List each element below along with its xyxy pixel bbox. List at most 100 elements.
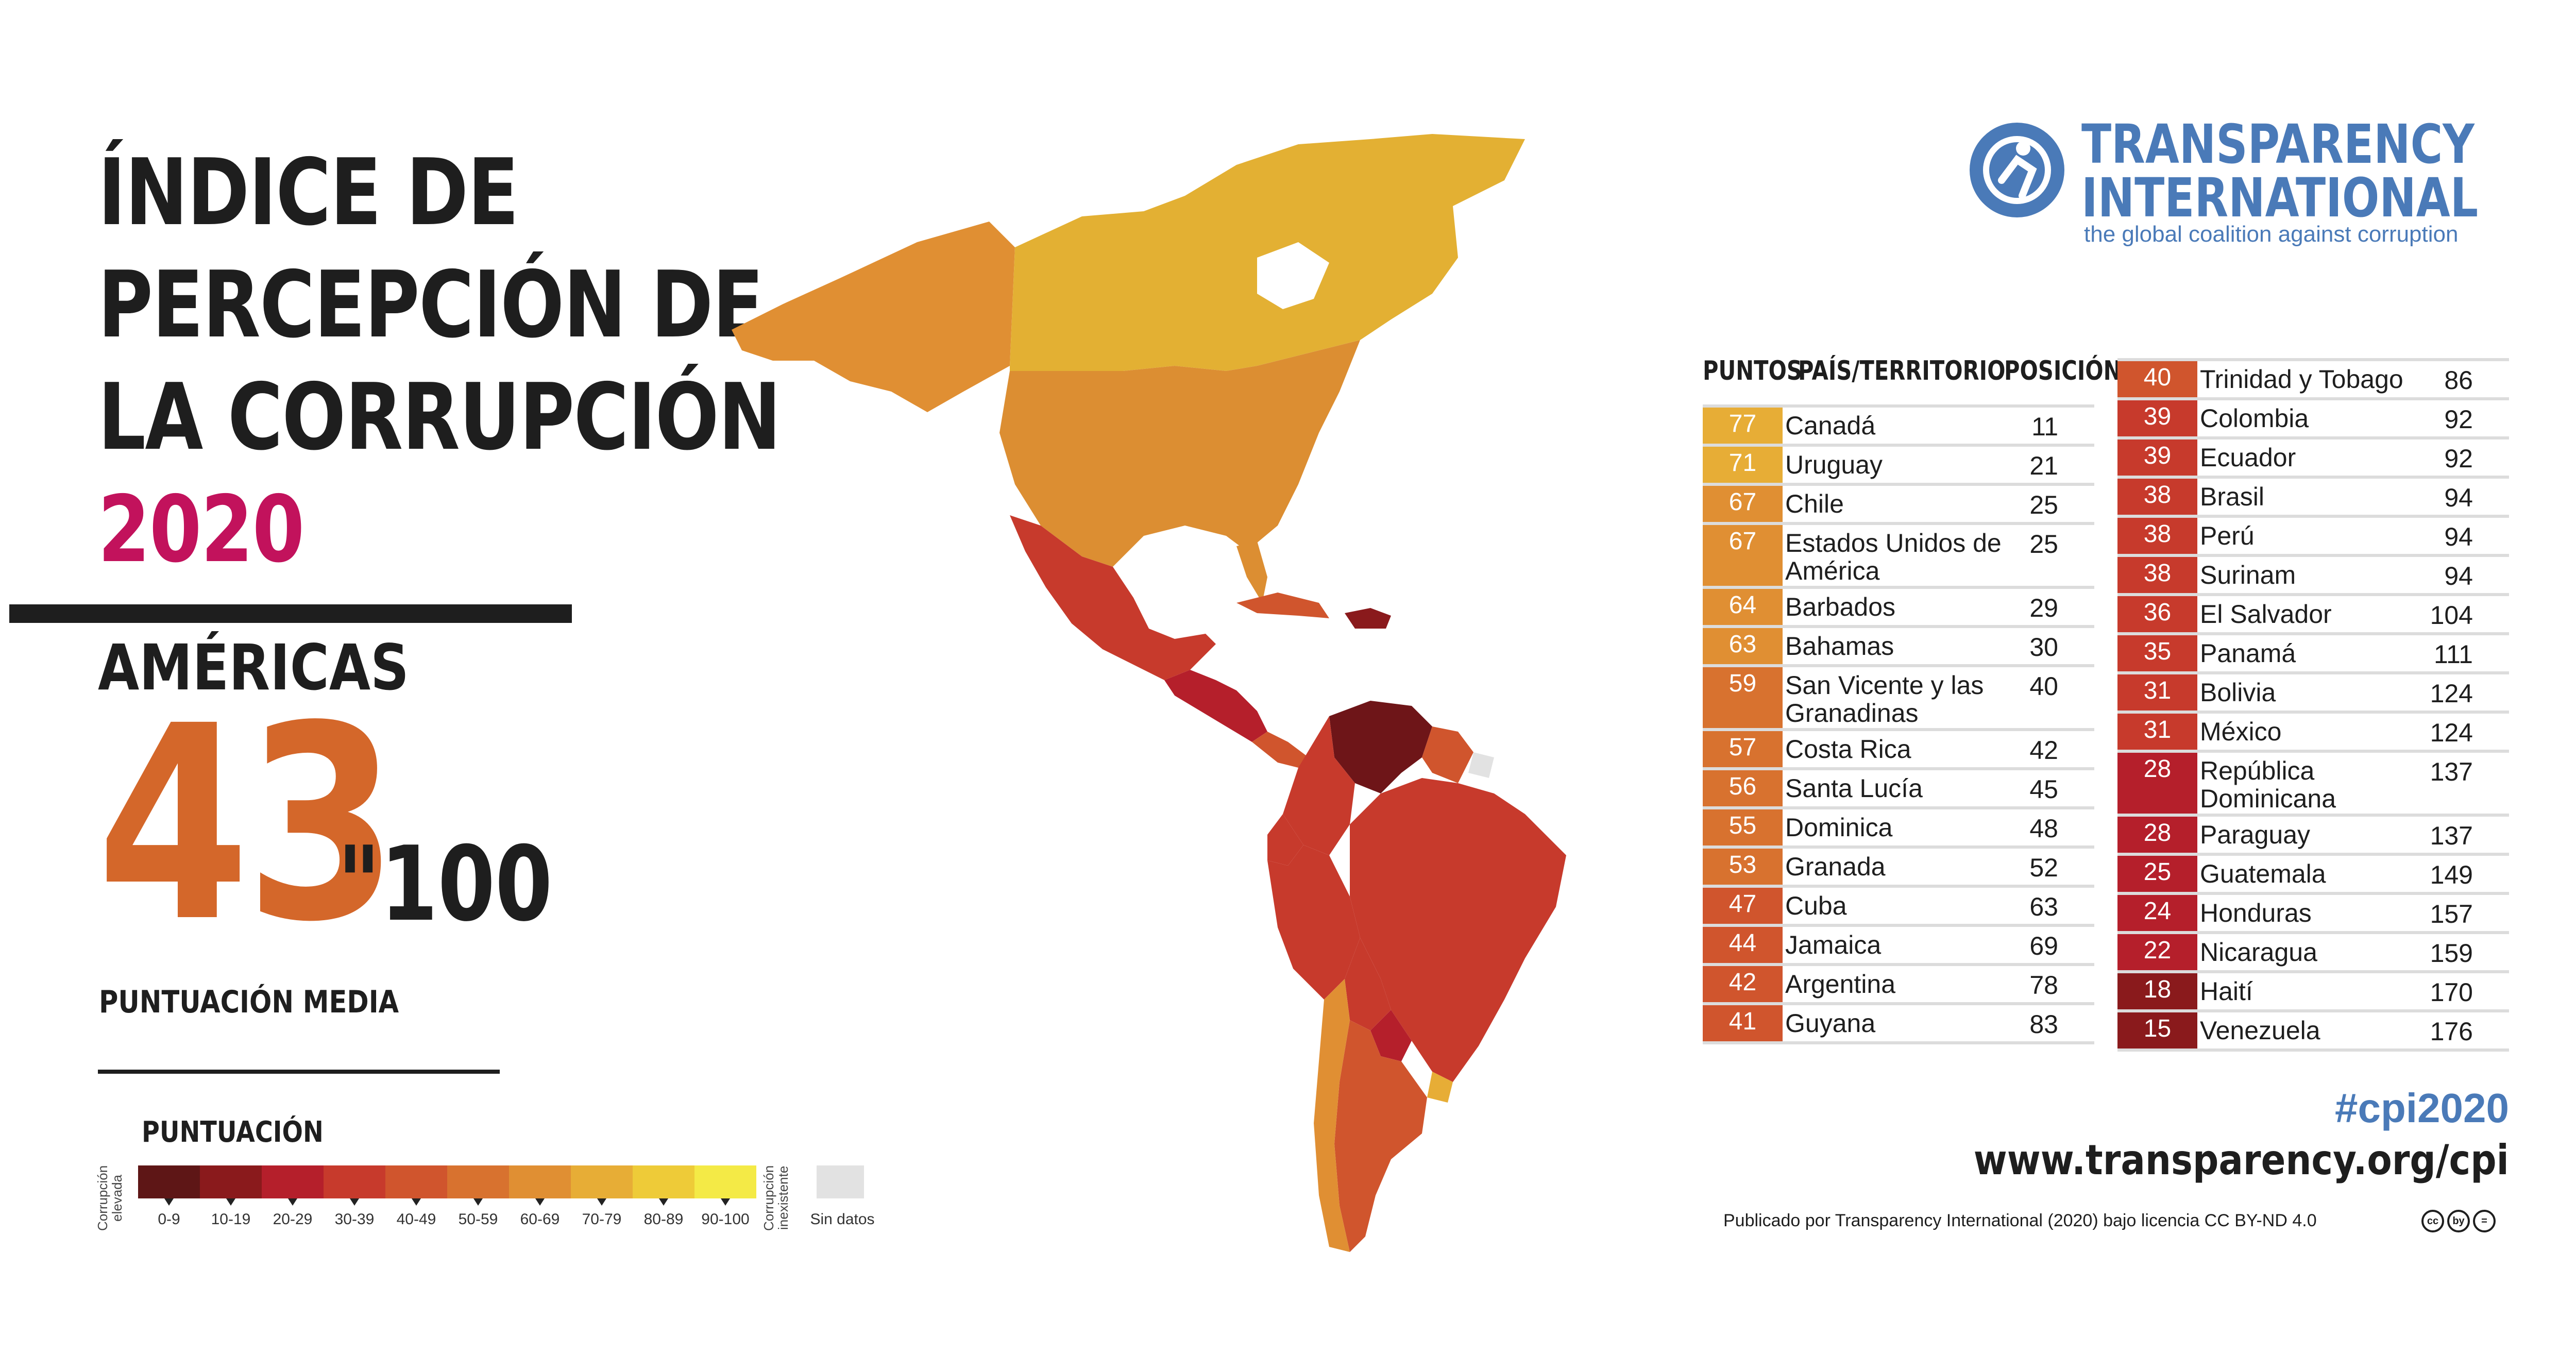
country-name: Jamaica <box>1785 931 1882 959</box>
country-name: Haití <box>2200 977 2253 1006</box>
map-argentina <box>1334 1020 1427 1252</box>
score-value: 28 <box>2143 755 2172 783</box>
score-cell: 36 <box>2117 596 2197 635</box>
header-score: PUNTOS <box>1703 356 1802 386</box>
score-cell: 38 <box>2117 479 2197 518</box>
table-row: 44 Jamaica 69 <box>1703 924 2094 966</box>
country-name: Estados Unidos de América <box>1785 529 2002 585</box>
score-cell: 41 <box>1703 1005 1783 1044</box>
country-name: Guatemala <box>2200 859 2326 888</box>
table-row: 59 San Vicente y las Granadinas 40 <box>1703 664 2094 731</box>
score-value: 55 <box>1728 812 1757 839</box>
score-value: 38 <box>2143 481 2172 509</box>
country-name: Santa Lucía <box>1785 774 1923 803</box>
country-name: Perú <box>2200 521 2255 550</box>
score-value: 39 <box>2143 403 2172 430</box>
rank-value: 30 <box>2029 633 2058 662</box>
legend-tick <box>350 1198 359 1206</box>
legend-tick <box>473 1198 483 1206</box>
logo-tagline: the global coalition against corruption <box>2084 222 2459 247</box>
rank-value: 137 <box>2430 821 2473 850</box>
score-cell: 63 <box>1703 628 1783 667</box>
score-value: 31 <box>2143 677 2172 704</box>
legend-swatch <box>385 1165 447 1206</box>
country-name: Granada <box>1785 852 1886 881</box>
legend-range-label: 20-29 <box>273 1211 313 1228</box>
table-row: 31 Bolivia 124 <box>2117 671 2509 714</box>
country-name: Paraguay <box>2200 820 2311 849</box>
country-name: Uruguay <box>1785 450 1883 479</box>
average-max: "100 <box>337 824 553 944</box>
rank-value: 94 <box>2444 562 2473 590</box>
table-row: 67 Chile 25 <box>1703 483 2094 525</box>
score-value: 44 <box>1728 929 1757 957</box>
logo-line-2: INTERNATIONAL <box>2081 166 2479 229</box>
score-cell: 35 <box>2117 635 2197 674</box>
table-row: 57 Costa Rica 42 <box>1703 728 2094 770</box>
legend-title: PUNTUACIÓN <box>142 1115 324 1149</box>
rank-value: 92 <box>2444 444 2473 473</box>
rank-value: 157 <box>2430 900 2473 928</box>
map-ecuador <box>1267 814 1303 866</box>
score-value: 41 <box>1728 1008 1757 1035</box>
score-value: 24 <box>2143 898 2172 925</box>
rank-value: 40 <box>2029 672 2058 701</box>
score-value: 59 <box>1728 670 1757 697</box>
score-cell: 39 <box>2117 439 2197 479</box>
map-hudson-bay <box>1257 242 1329 309</box>
legend-range-label: 30-39 <box>334 1211 375 1228</box>
score-cell: 53 <box>1703 849 1783 888</box>
title-line-2: PERCEPCIÓN DE <box>98 251 764 358</box>
country-name: Bahamas <box>1785 632 1894 661</box>
table-row: 56 Santa Lucía 45 <box>1703 767 2094 809</box>
map-bolivia <box>1345 938 1391 1030</box>
score-value: 38 <box>2143 560 2172 587</box>
score-cell: 44 <box>1703 927 1783 966</box>
rank-value: 52 <box>2029 853 2058 882</box>
table-bottom-rule <box>2117 1048 2509 1052</box>
rank-value: 94 <box>2444 522 2473 551</box>
legend-swatch <box>633 1165 694 1206</box>
score-cell: 25 <box>2117 856 2197 895</box>
cc-license-icons: cc by = <box>2421 1210 2496 1232</box>
score-cell: 18 <box>2117 973 2197 1012</box>
legend-no-data-label: Sin datos <box>810 1211 875 1228</box>
website-link[interactable]: www.transparency.org/cpi <box>1973 1136 2509 1184</box>
score-cell: 28 <box>2117 817 2197 856</box>
country-name: Nicaragua <box>2200 938 2317 967</box>
country-name: República Dominicana <box>2200 756 2336 813</box>
map-chile <box>1314 979 1350 1252</box>
country-name: Colombia <box>2200 404 2309 433</box>
rank-value: 124 <box>2430 679 2473 708</box>
cc-icon: cc <box>2421 1210 2444 1232</box>
legend-swatch <box>509 1165 571 1206</box>
legend-range-label: 50-59 <box>458 1211 498 1228</box>
country-name: Brasil <box>2200 482 2265 511</box>
table-row: 38 Surinam 94 <box>2117 554 2509 596</box>
americas-map <box>732 134 1566 1252</box>
legend-swatch <box>200 1165 262 1206</box>
score-cell: 24 <box>2117 895 2197 934</box>
legend-swatch <box>447 1165 509 1206</box>
map-colombia <box>1283 716 1355 855</box>
map-usa <box>999 340 1360 567</box>
header-country: PAÍS/TERRITORIO <box>1798 356 2006 386</box>
country-name: Honduras <box>2200 899 2312 927</box>
country-name: El Salvador <box>2200 600 2332 629</box>
score-cell: 67 <box>1703 525 1783 589</box>
country-name: Bolivia <box>2200 678 2276 707</box>
table-row: 47 Cuba 63 <box>1703 885 2094 927</box>
rank-value: 104 <box>2430 601 2473 630</box>
map-canada <box>1010 134 1525 371</box>
country-name: Barbados <box>1785 593 1896 621</box>
average-label: PUNTUACIÓN MEDIA <box>99 984 399 1020</box>
score-value: 42 <box>1728 969 1757 996</box>
score-cell: 64 <box>1703 589 1783 628</box>
score-cell: 71 <box>1703 447 1783 486</box>
title-divider <box>9 604 572 623</box>
map-central-america <box>1164 670 1267 742</box>
table-row: 38 Brasil 94 <box>2117 476 2509 518</box>
score-cell: 57 <box>1703 731 1783 770</box>
rank-value: 149 <box>2430 860 2473 889</box>
table-row: 39 Colombia 92 <box>2117 397 2509 439</box>
